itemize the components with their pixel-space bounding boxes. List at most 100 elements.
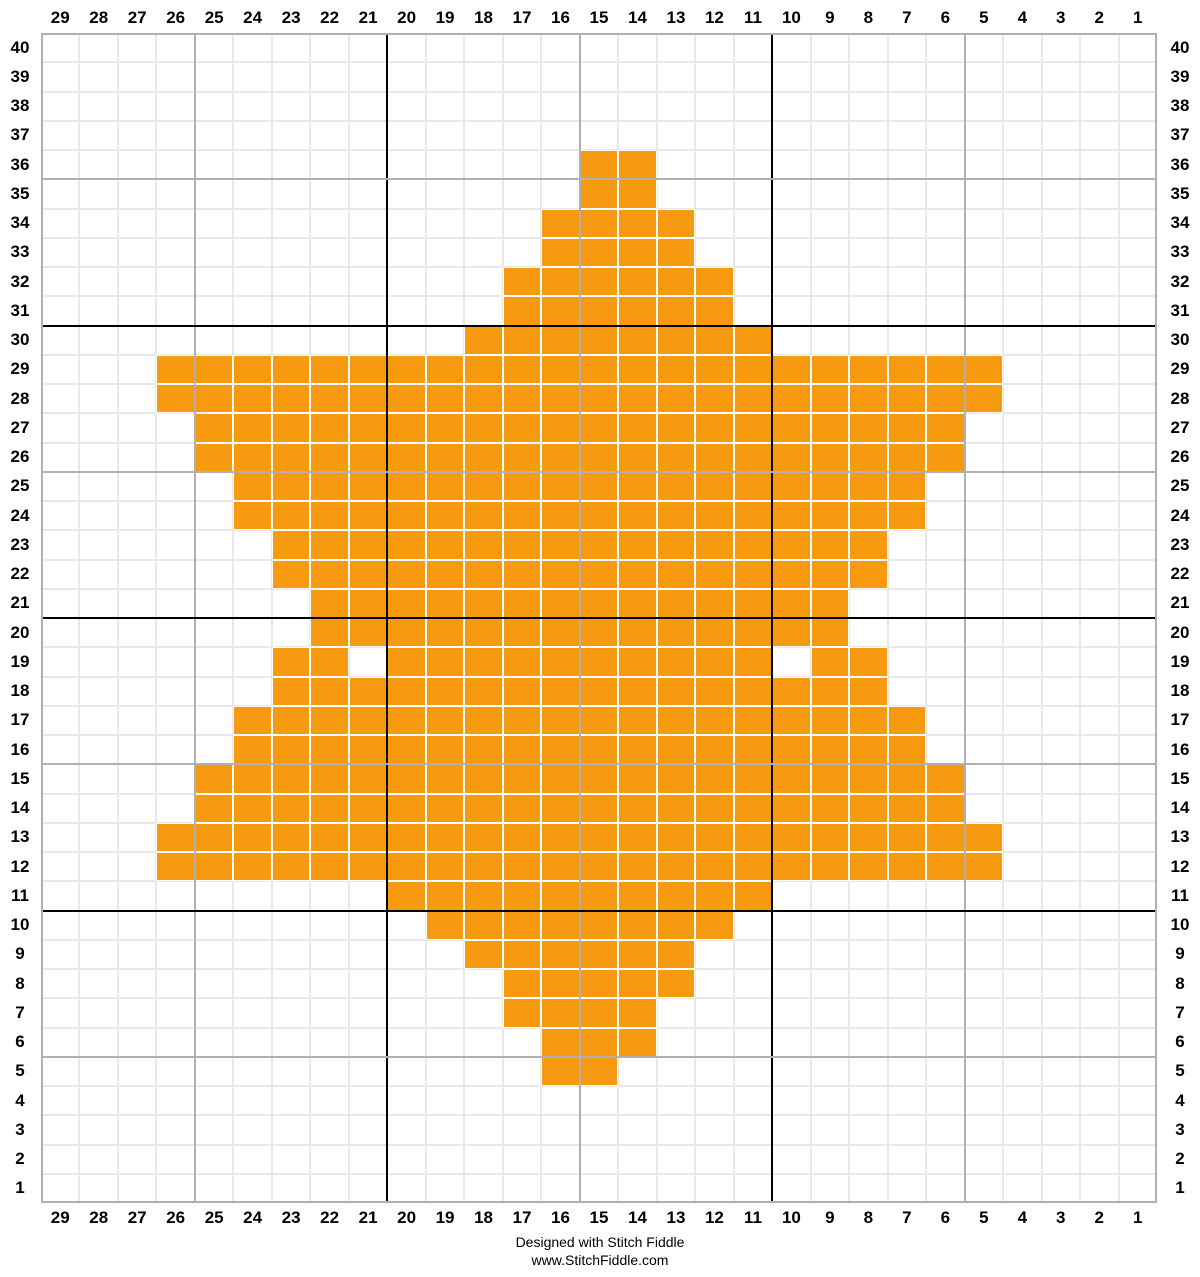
grid-cell [387, 62, 425, 91]
grid-cell [1119, 326, 1157, 355]
grid-cell [464, 940, 502, 969]
grid-cell [1042, 238, 1080, 267]
grid-cell [503, 677, 541, 706]
grid-cell [580, 267, 618, 296]
grid-cell [541, 501, 579, 530]
grid-cell [811, 677, 849, 706]
grid-cell [734, 560, 772, 589]
grid-cell [1042, 384, 1080, 413]
grid-cell [695, 472, 733, 501]
grid-cell [41, 764, 79, 793]
grid-cell [888, 735, 926, 764]
grid-cell [695, 618, 733, 647]
grid-cell [426, 238, 464, 267]
grid-cell [349, 764, 387, 793]
grid-cell [79, 530, 117, 559]
grid-cell [695, 881, 733, 910]
grid-cell [118, 1145, 156, 1174]
grid-cell [195, 92, 233, 121]
grid-cell [310, 530, 348, 559]
grid-cell [1003, 1028, 1041, 1057]
grid-cell [926, 677, 964, 706]
grid-cell [503, 472, 541, 501]
grid-cell [926, 560, 964, 589]
grid-cell [772, 969, 810, 998]
grid-cell [41, 969, 79, 998]
axis-label: 3 [1042, 1207, 1080, 1229]
grid-cell [580, 852, 618, 881]
grid-cell [1042, 911, 1080, 940]
grid-cell [464, 1145, 502, 1174]
grid-cell [310, 618, 348, 647]
grid-cell [272, 355, 310, 384]
grid-cell [657, 1028, 695, 1057]
grid-cell [156, 764, 194, 793]
axis-label: 3 [3, 1120, 37, 1140]
grid-cell [272, 911, 310, 940]
grid-cell [926, 150, 964, 179]
grid-cell [1119, 179, 1157, 208]
grid-cell [156, 589, 194, 618]
axis-label: 29 [1163, 359, 1197, 379]
grid-cell [772, 647, 810, 676]
grid-cell [772, 589, 810, 618]
grid-cell [811, 472, 849, 501]
grid-cell [888, 998, 926, 1027]
grid-cell [580, 296, 618, 325]
grid-cell [1042, 560, 1080, 589]
grid-cell [926, 238, 964, 267]
grid-cell [965, 355, 1003, 384]
grid-cell [1119, 530, 1157, 559]
grid-cell [849, 179, 887, 208]
grid-cell [41, 530, 79, 559]
grid-cell [1080, 209, 1118, 238]
grid-cell [618, 823, 656, 852]
grid-cell [580, 92, 618, 121]
axis-label: 38 [1163, 96, 1197, 116]
grid-cell [618, 618, 656, 647]
grid-cell [965, 150, 1003, 179]
grid-cell [1080, 764, 1118, 793]
grid-cell [310, 384, 348, 413]
axis-label: 9 [1163, 944, 1197, 964]
grid-cell [734, 706, 772, 735]
grid-cell [965, 618, 1003, 647]
grid-cell [541, 940, 579, 969]
grid-cell [156, 92, 194, 121]
grid-cell [888, 618, 926, 647]
grid-cell [195, 1115, 233, 1144]
grid-cell [1003, 560, 1041, 589]
grid-cell [156, 911, 194, 940]
grid-cell [926, 501, 964, 530]
grid-cell [195, 1057, 233, 1086]
axis-label: 27 [1163, 418, 1197, 438]
grid-cell [349, 92, 387, 121]
grid-cell [349, 911, 387, 940]
grid-cell [541, 33, 579, 62]
grid-cell [849, 823, 887, 852]
grid-cell [1080, 92, 1118, 121]
grid-cell [1042, 618, 1080, 647]
grid-cell [503, 384, 541, 413]
grid-cell [387, 969, 425, 998]
grid-cell [1080, 443, 1118, 472]
grid-cell [926, 881, 964, 910]
grid-cell [541, 238, 579, 267]
grid-cell [272, 209, 310, 238]
grid-cell [464, 677, 502, 706]
grid-cell [657, 706, 695, 735]
grid-cell [1042, 1057, 1080, 1086]
grid-cell [734, 1174, 772, 1203]
grid-cell [1080, 384, 1118, 413]
grid-cell [272, 647, 310, 676]
grid-cell [888, 296, 926, 325]
grid-cell [580, 62, 618, 91]
grid-cell [811, 326, 849, 355]
grid-cell [618, 296, 656, 325]
grid-cell [118, 238, 156, 267]
grid-cell [195, 326, 233, 355]
axis-label: 14 [618, 1207, 656, 1229]
axis-label: 33 [1163, 242, 1197, 262]
grid-cell [272, 443, 310, 472]
axis-label: 1 [1119, 7, 1157, 29]
